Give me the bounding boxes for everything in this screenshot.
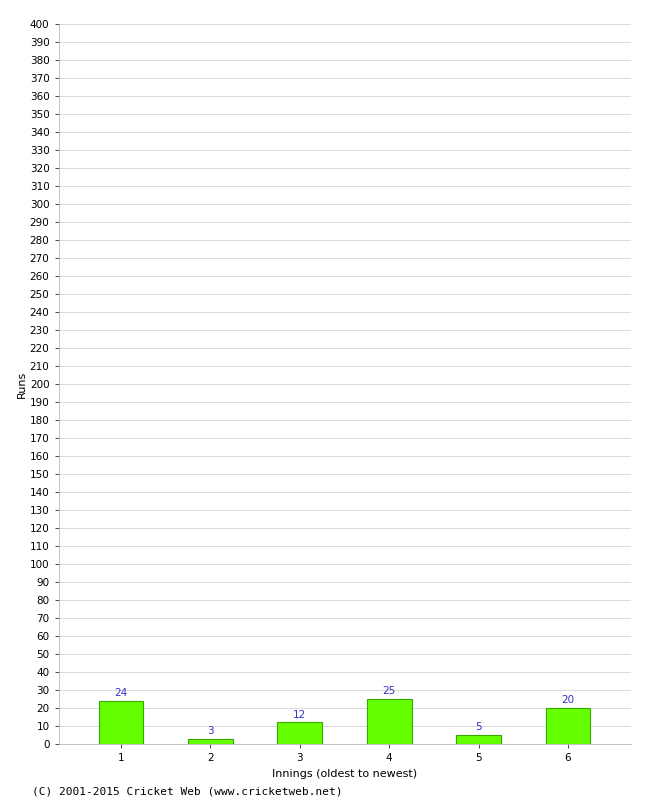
Bar [367, 699, 411, 744]
Text: (C) 2001-2015 Cricket Web (www.cricketweb.net): (C) 2001-2015 Cricket Web (www.cricketwe… [32, 786, 343, 796]
Text: 5: 5 [475, 722, 482, 732]
Y-axis label: Runs: Runs [17, 370, 27, 398]
X-axis label: Innings (oldest to newest): Innings (oldest to newest) [272, 769, 417, 778]
Text: 12: 12 [293, 710, 306, 720]
Bar [278, 722, 322, 744]
Bar [545, 708, 590, 744]
Text: 24: 24 [114, 688, 127, 698]
Text: 3: 3 [207, 726, 214, 736]
Text: 25: 25 [383, 686, 396, 696]
Bar [188, 738, 233, 744]
Bar [99, 701, 144, 744]
Text: 20: 20 [562, 695, 575, 706]
Bar [456, 735, 501, 744]
